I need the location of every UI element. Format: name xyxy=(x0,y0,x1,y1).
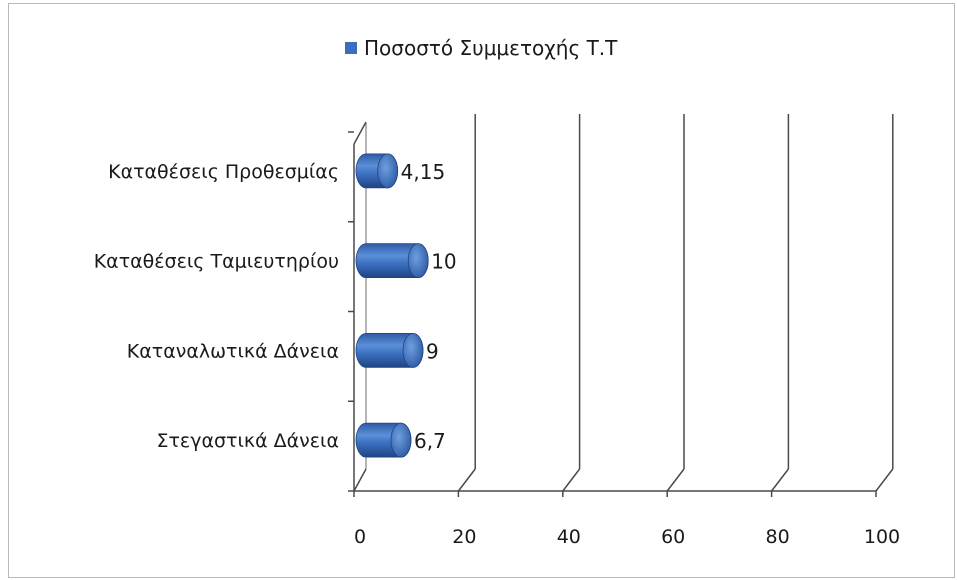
x-tick-label: 0 xyxy=(354,526,366,548)
data-label: 4,15 xyxy=(401,160,446,184)
category-label: Στεγαστικά Δάνεια xyxy=(156,430,339,452)
x-tick-label: 60 xyxy=(661,526,685,548)
data-label: 9 xyxy=(426,339,439,363)
gridline-floor-diagonal xyxy=(457,468,476,492)
bar-cap xyxy=(407,243,429,279)
gridline-floor-diagonal xyxy=(562,468,581,492)
gridlines xyxy=(353,114,894,497)
bar-cap xyxy=(377,153,399,189)
value-axis-top-edge xyxy=(353,121,367,145)
gridline-floor-diagonal xyxy=(353,468,367,492)
category-label: Καταθέσεις Ταμιευτηρίου xyxy=(94,251,339,273)
labels: 0 20 40 60 80 100 Στεγαστικά Δάνεια 6,7 Καταναλω… xyxy=(94,160,900,548)
bar xyxy=(355,153,399,189)
x-tick-label: 40 xyxy=(557,526,581,548)
gridline-floor-diagonal xyxy=(875,468,894,492)
bars xyxy=(355,153,429,458)
bar-cap xyxy=(402,332,424,368)
chart-frame: Ποσοστό Συμμετοχής Τ.Τ 0 20 40 60 80 100 Στεγα… xyxy=(8,3,955,578)
category-label: Καταθέσεις Προθεσμίας xyxy=(108,161,339,183)
x-tick-label: 80 xyxy=(766,526,790,548)
bar-cap xyxy=(390,422,412,458)
x-tick-label: 100 xyxy=(864,526,900,548)
bar xyxy=(355,422,412,458)
data-label: 6,7 xyxy=(414,429,446,453)
category-label: Καταναλωτικά Δάνεια xyxy=(127,340,339,362)
gridline-floor-diagonal xyxy=(771,468,789,492)
chart-svg: Ποσοστό Συμμετοχής Τ.Τ 0 20 40 60 80 100 Στεγα… xyxy=(94,36,900,548)
legend-swatch xyxy=(345,42,357,54)
x-tick-label: 20 xyxy=(452,526,476,548)
legend-label: Ποσοστό Συμμετοχής Τ.Τ xyxy=(364,36,618,60)
gridline-floor-diagonal xyxy=(666,468,685,492)
bar xyxy=(355,332,424,368)
bar xyxy=(355,243,429,279)
data-label: 10 xyxy=(431,250,456,274)
legend: Ποσοστό Συμμετοχής Τ.Τ xyxy=(345,36,618,60)
